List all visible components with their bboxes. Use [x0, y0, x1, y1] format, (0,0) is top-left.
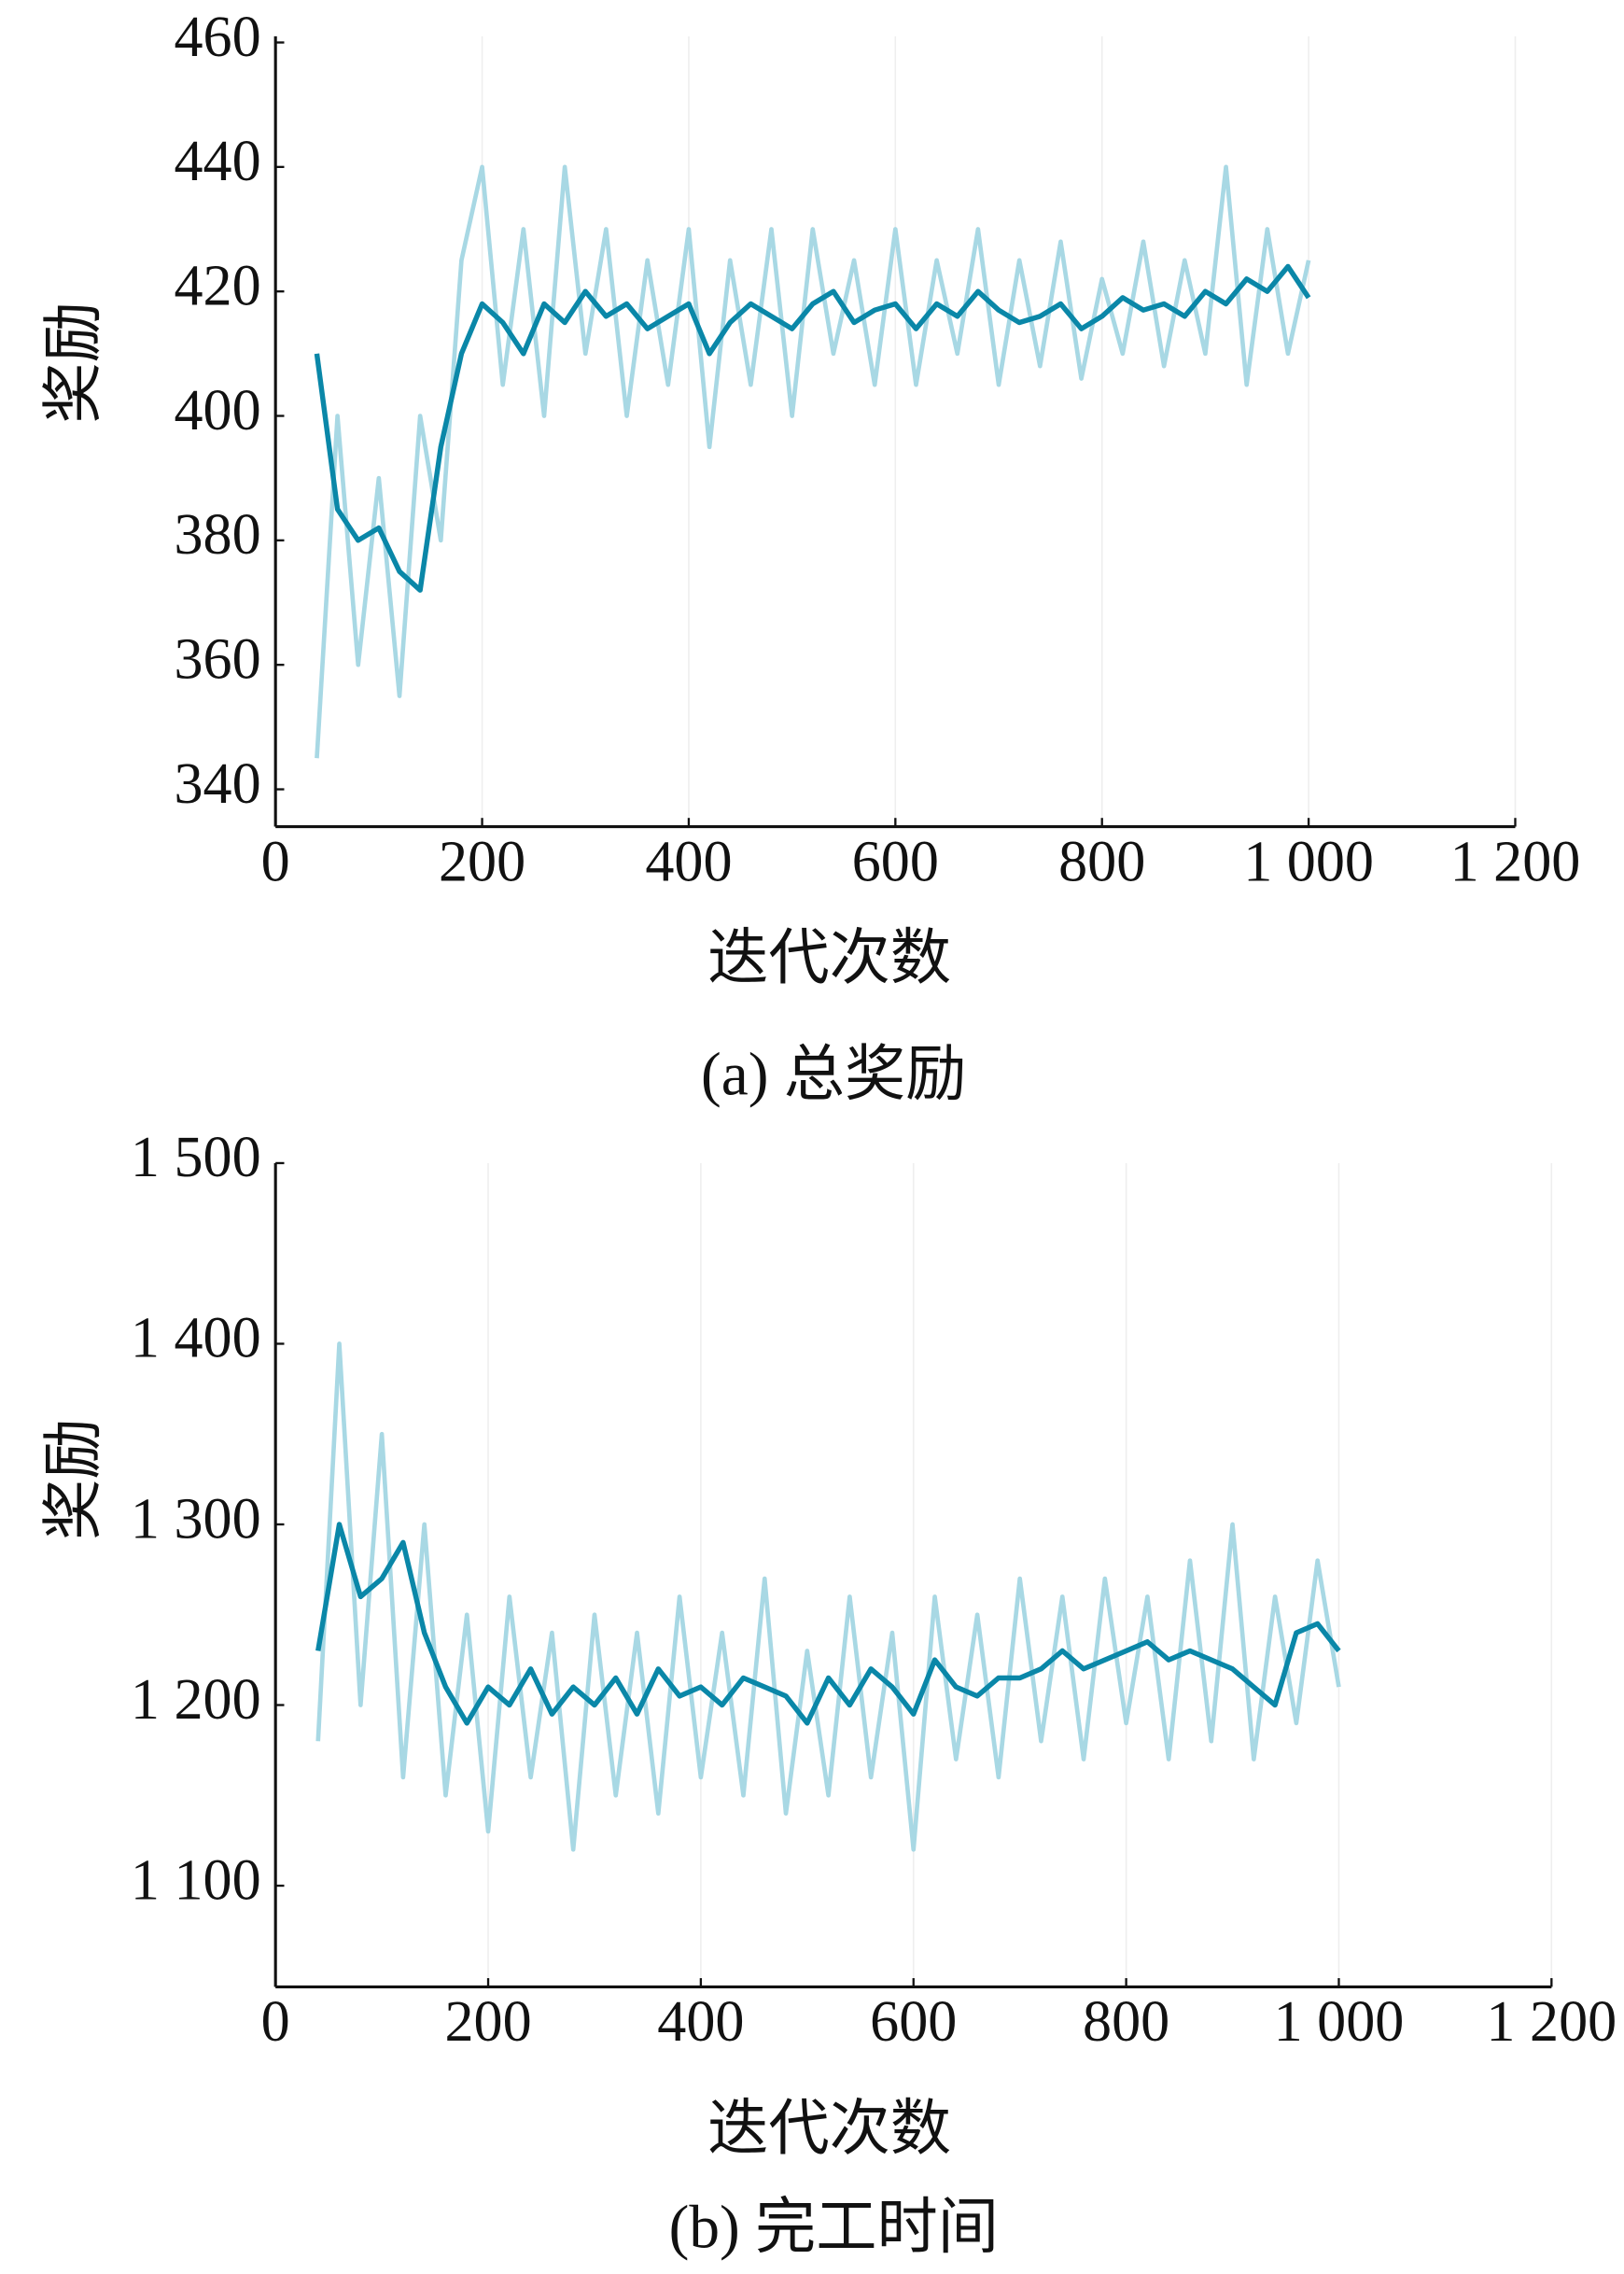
y-tick-label: 1 300 — [131, 1487, 261, 1551]
y-tick-label: 1 500 — [131, 1126, 261, 1189]
series-line — [315, 1341, 1341, 1852]
x-tick-label: 0 — [261, 830, 290, 893]
y-tick-label: 340 — [174, 752, 260, 816]
y-tick-label: 360 — [174, 627, 260, 691]
x-tick-label: 600 — [870, 1990, 957, 2054]
x-tick-label: 400 — [657, 1990, 744, 2054]
y-tick-label: 1 200 — [131, 1668, 261, 1732]
y-tick-label: 440 — [174, 130, 260, 193]
x-axis-label: 迭代次数 — [707, 925, 951, 992]
y-axis-label: 奖励 — [40, 302, 107, 424]
x-tick-label: 400 — [645, 830, 732, 893]
x-tick-label: 1 200 — [1486, 1990, 1617, 2054]
x-tick-label: 600 — [852, 830, 939, 893]
y-tick-label: 1 100 — [131, 1848, 261, 1912]
y-tick-label: 400 — [174, 379, 260, 442]
x-tick-label: 1 000 — [1274, 1990, 1405, 2054]
x-tick-label: 800 — [1058, 830, 1145, 893]
y-tick-label: 1 400 — [131, 1307, 261, 1370]
caption: (b) 完工时间 — [669, 2194, 999, 2261]
x-tick-label: 800 — [1083, 1990, 1169, 2054]
series-line — [315, 1522, 1341, 1726]
caption: (a) 总奖励 — [701, 1041, 966, 1108]
y-tick-label: 380 — [174, 503, 260, 567]
y-tick-label: 420 — [174, 254, 260, 317]
y-axis-label: 奖励 — [40, 1418, 107, 1540]
x-axis-label: 迭代次数 — [707, 2096, 951, 2163]
x-tick-label: 0 — [261, 1990, 290, 2054]
x-tick-label: 1 000 — [1243, 830, 1374, 893]
y-tick-label: 460 — [174, 6, 260, 69]
x-tick-label: 200 — [439, 830, 525, 893]
x-tick-label: 1 200 — [1450, 830, 1581, 893]
x-tick-label: 200 — [444, 1990, 531, 2054]
series-line — [314, 263, 1311, 593]
series-line — [315, 164, 1311, 759]
